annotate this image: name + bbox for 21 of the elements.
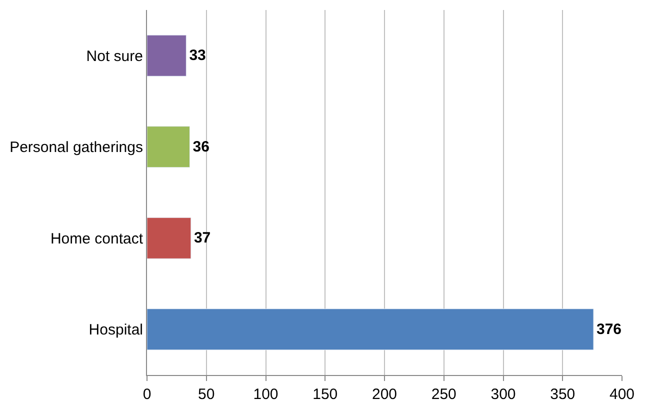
x-tick-label: 250 <box>431 386 456 403</box>
y-tick-label: Personal gatherings <box>10 139 143 156</box>
x-tick-label: 400 <box>609 386 635 403</box>
x-tick-label: 350 <box>550 386 576 403</box>
y-tick-label: Not sure <box>86 48 143 65</box>
x-tick-label: 0 <box>142 386 152 403</box>
data-label: 37 <box>194 230 211 247</box>
bar <box>147 217 192 259</box>
x-tick-label: 150 <box>312 386 338 403</box>
bar <box>147 34 186 76</box>
y-tick-label: Home contact <box>50 230 144 248</box>
x-tick-label: 100 <box>253 386 278 403</box>
bar <box>147 126 190 168</box>
data-label: 36 <box>192 138 210 156</box>
bar <box>147 308 594 350</box>
data-label: 376 <box>596 320 622 338</box>
data-label: 33 <box>189 47 206 64</box>
y-tick-label: Hospital <box>88 322 143 339</box>
x-tick-label: 300 <box>490 386 516 403</box>
x-tick-label: 50 <box>198 386 215 403</box>
x-tick-label: 200 <box>372 386 398 403</box>
